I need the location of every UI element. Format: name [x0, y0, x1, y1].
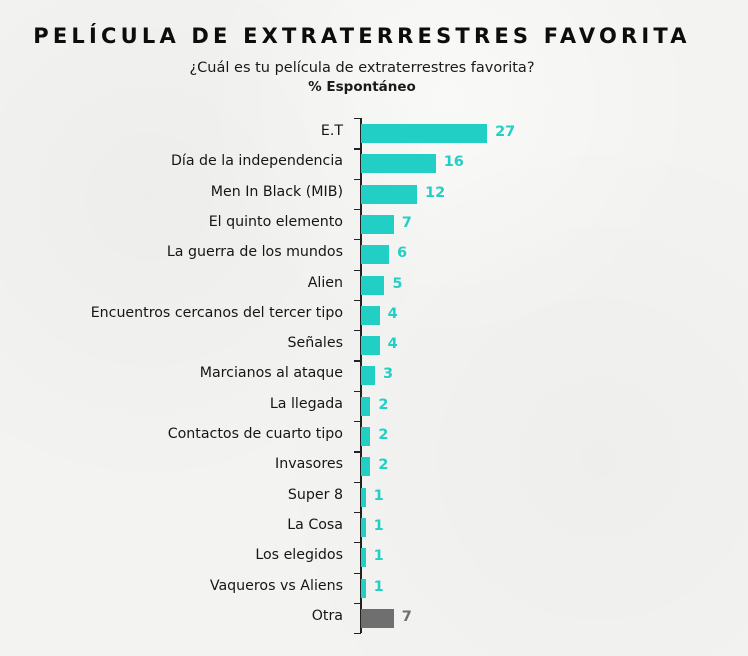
- value-label: 7: [401, 214, 412, 231]
- chart-row: Alien 5: [0, 270, 748, 300]
- axis-tick: [354, 360, 361, 362]
- category-label: Contactos de cuarto tipo: [167, 426, 343, 442]
- value-label: 4: [387, 336, 398, 353]
- axis-tick: [354, 481, 361, 483]
- axis-tick: [354, 148, 361, 150]
- chart-title: PELÍCULA DE EXTRATERRESTRES FAVORITA: [33, 24, 691, 48]
- bar: [361, 275, 385, 295]
- bar: [361, 457, 371, 477]
- axis-tick: [354, 602, 361, 605]
- bar: [361, 487, 366, 507]
- chart-question: ¿Cuál es tu película de extraterrestres …: [189, 60, 535, 76]
- value-label: 7: [401, 608, 412, 625]
- chart-row: Marcianos al ataque 3: [0, 360, 748, 390]
- axis-tick: [354, 390, 361, 392]
- category-label: Invasores: [275, 456, 343, 473]
- value-label: 12: [425, 184, 446, 201]
- bar: [361, 305, 380, 325]
- category-label: El quinto elemento: [208, 213, 343, 230]
- bar: [361, 245, 390, 265]
- bar: [361, 154, 436, 174]
- bar: [361, 366, 375, 386]
- axis-tick: [354, 118, 361, 120]
- value-label: 1: [373, 517, 384, 534]
- category-label: Men In Black (MIB): [210, 183, 343, 200]
- category-label: La Cosa: [287, 516, 343, 533]
- value-label: 2: [378, 427, 389, 443]
- chart-row: Super 8 1: [0, 482, 748, 512]
- bar: [361, 396, 371, 416]
- chart-row: Otra 7: [0, 603, 748, 633]
- axis-tick: [354, 633, 361, 635]
- category-label: Día de la independencia: [170, 153, 343, 170]
- category-label: Alien: [307, 274, 343, 291]
- value-label: 16: [443, 154, 464, 171]
- bar: [361, 578, 366, 598]
- axis-tick: [354, 269, 361, 271]
- y-axis-line: [360, 118, 362, 633]
- value-label: 2: [378, 396, 389, 413]
- value-label: 3: [383, 366, 394, 383]
- category-label: La guerra de los mundos: [166, 244, 343, 261]
- axis-tick: [354, 178, 361, 180]
- category-label: La llegada: [269, 395, 343, 412]
- chart-row: La guerra de los mundos 6: [0, 239, 748, 269]
- category-label: Los elegidos: [255, 547, 343, 564]
- category-label: Super 8: [287, 486, 343, 503]
- chart-row: El quinto elemento 7: [0, 209, 748, 239]
- value-label: 1: [373, 487, 384, 504]
- chart-row: Encuentros cercanos del tercer tipo 4: [0, 300, 748, 330]
- chart-row: Día de la independencia 16: [0, 148, 748, 178]
- axis-tick: [354, 451, 361, 453]
- chart-row: E.T 27: [0, 118, 748, 148]
- category-label: Marcianos al ataque: [199, 365, 343, 382]
- value-label: 27: [495, 124, 516, 140]
- axis-tick: [354, 542, 361, 544]
- category-label: Encuentros cercanos del tercer tipo: [90, 304, 343, 321]
- chart-row: La llegada 2: [0, 391, 748, 421]
- bar-other: [361, 608, 394, 628]
- axis-tick: [354, 208, 361, 211]
- chart-row: Señales 4: [0, 330, 748, 360]
- value-label: 1: [373, 548, 384, 565]
- category-label: Vaqueros vs Aliens: [209, 577, 343, 594]
- axis-tick: [354, 330, 361, 332]
- chart-row: Vaqueros vs Aliens 1: [0, 573, 748, 603]
- axis-tick: [354, 239, 361, 241]
- bar: [361, 548, 366, 568]
- category-label: Otra: [311, 607, 343, 624]
- category-label: Señales: [287, 335, 343, 352]
- bar: [361, 124, 488, 143]
- value-label: 1: [373, 578, 384, 595]
- bar: [361, 517, 366, 537]
- axis-tick: [354, 572, 361, 574]
- bar: [361, 336, 380, 356]
- chart-measure-label: % Espontáneo: [308, 79, 416, 95]
- chart-row: La Cosa 1: [0, 512, 748, 542]
- axis-tick: [354, 299, 361, 302]
- category-label: E.T: [320, 123, 343, 139]
- chart-row: Contactos de cuarto tipo 2: [0, 421, 748, 451]
- axis-tick: [354, 511, 361, 514]
- bar: [361, 427, 371, 446]
- value-label: 4: [387, 305, 398, 322]
- value-label: 6: [397, 245, 408, 262]
- bar: [361, 214, 394, 234]
- chart-row: Invasores 2: [0, 451, 748, 481]
- chart-row: Los elegidos 1: [0, 542, 748, 572]
- value-label: 5: [392, 275, 403, 292]
- chart-row: Men In Black (MIB) 12: [0, 179, 748, 209]
- bar: [361, 184, 418, 204]
- axis-tick: [354, 421, 361, 423]
- value-label: 2: [378, 457, 389, 474]
